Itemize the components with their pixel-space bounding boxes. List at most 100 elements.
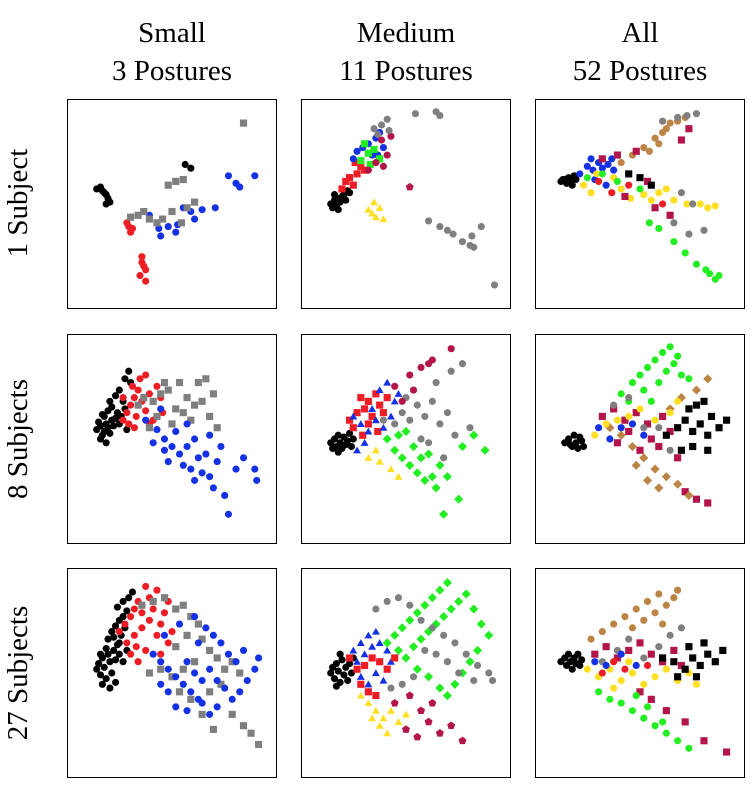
data-point-blue-circle: [595, 424, 603, 432]
data-point-black-circle: [106, 684, 114, 692]
data-point-gray-square: [221, 665, 229, 673]
data-point-tan-diamond: [703, 374, 713, 384]
data-point-crimson-pentagon: [447, 721, 456, 730]
data-point-red-square: [338, 185, 346, 193]
data-point-black-circle: [115, 650, 123, 658]
data-point-crimson-square: [598, 412, 606, 420]
data-point-tan-diamond: [676, 393, 686, 403]
data-point-blue-triangle: [360, 439, 369, 446]
data-point-yellow-triangle: [375, 457, 384, 465]
data-point-tan-circle: [628, 624, 637, 632]
scatter-panel-small-27: [67, 568, 277, 778]
data-point-green-diamond: [454, 596, 464, 607]
data-point-black-circle: [111, 622, 120, 630]
data-point-blue-circle: [157, 405, 165, 413]
data-point-posture-3-circle: [191, 215, 199, 223]
data-point-blue-circle: [217, 639, 225, 647]
data-point-posture-1-outlier-circle: [187, 164, 195, 172]
data-point-crimson-square: [598, 155, 606, 163]
data-point-crimson-pentagon: [417, 706, 426, 715]
data-point-blue-circle: [353, 147, 361, 155]
data-point-black-circle: [332, 682, 340, 690]
data-point-black-circle: [96, 671, 105, 679]
data-point-green-circle: [617, 699, 625, 707]
data-point-green-square: [357, 157, 365, 165]
data-point-blue-triangle: [353, 657, 362, 665]
data-point-green-circle: [617, 390, 625, 398]
data-point-black-circle: [104, 424, 112, 432]
data-point-yellow-triangle: [394, 472, 403, 480]
data-point-black-circle: [102, 439, 110, 447]
data-point-green-circle: [685, 375, 693, 383]
data-point-blue-circle: [349, 155, 357, 163]
data-point-green-circle: [692, 260, 701, 268]
column-title-small: Small 3 Postures: [72, 14, 272, 90]
data-point-blue-circle: [228, 695, 236, 703]
data-point-green-circle: [655, 224, 663, 233]
data-point-green-circle: [636, 371, 644, 379]
data-point-green-diamond: [480, 445, 490, 455]
data-point-black-circle: [104, 650, 112, 658]
data-point-black-circle: [96, 650, 105, 658]
data-point-red-square: [353, 170, 361, 178]
data-point-yellow-circle: [628, 669, 637, 677]
data-point-crimson-square: [677, 136, 685, 144]
data-point-crimson-pentagon: [428, 698, 437, 707]
row-title-1-subject: 1 Subject: [2, 148, 34, 258]
data-point-gray-square: [153, 412, 161, 420]
data-point-gray-square: [202, 375, 210, 383]
data-point-gray-square: [134, 401, 142, 409]
data-point-red-circle: [142, 582, 150, 590]
data-point-blacksq-square: [689, 654, 697, 662]
data-point-yellow-triangle: [375, 721, 384, 729]
data-point-crimson-square: [625, 427, 633, 436]
data-point-tan-diamond: [654, 483, 664, 493]
data-point-crimson-square: [723, 748, 731, 756]
data-point-green-circle: [651, 722, 659, 730]
data-point-black-circle: [108, 669, 116, 677]
row-title-8-subjects: 8 Subjects: [2, 378, 34, 500]
data-point-blue-circle: [232, 658, 240, 666]
data-point-green-diamond: [416, 453, 426, 463]
data-point-gray-square: [239, 722, 248, 730]
data-point-tan-circle: [651, 609, 659, 617]
data-point-yellow-circle: [696, 200, 704, 208]
data-point-gray-square: [206, 688, 214, 696]
data-point-black-circle: [572, 175, 580, 184]
data-point-red-square: [364, 397, 372, 405]
data-point-tan-diamond: [605, 423, 615, 433]
data-point-blue-triangle: [375, 386, 384, 394]
data-point-blue-circle: [179, 461, 187, 469]
data-point-green-circle: [595, 688, 603, 696]
data-point-blacksq-square: [707, 412, 716, 420]
data-point-posture-3-gray-square: [134, 211, 142, 219]
data-point-blue-triangle: [364, 427, 373, 435]
data-point-gray-circle: [666, 446, 674, 454]
data-point-red-square: [361, 661, 369, 670]
data-point-red-square: [364, 688, 372, 696]
data-point-gray-square: [168, 673, 176, 681]
data-point-crimson-circle: [428, 356, 436, 364]
data-point-blue-circle: [213, 458, 221, 466]
data-point-tan-diamond: [639, 453, 649, 463]
data-point-green-diamond: [408, 441, 419, 452]
data-point-blue-circle: [598, 164, 606, 172]
data-point-gray-circle: [391, 420, 399, 428]
data-point-yellow-triangle: [379, 215, 388, 223]
data-point-blue-triangle: [371, 416, 380, 424]
data-point-crimson-square: [602, 643, 610, 651]
data-point-gray-square: [172, 643, 180, 651]
data-point-crimson-square: [610, 405, 618, 413]
data-point-black-circle: [347, 442, 355, 451]
data-point-posture-3-circle: [224, 172, 233, 180]
data-point-black-circle: [344, 437, 352, 445]
data-point-red-square: [359, 431, 367, 439]
data-point-green-circle: [715, 271, 723, 280]
data-point-gray-circle: [409, 673, 418, 681]
data-point-blue-circle: [175, 620, 184, 628]
data-point-black-circle: [345, 660, 354, 668]
data-point-green-diamond: [412, 468, 422, 478]
data-point-blue-triangle: [379, 423, 388, 431]
data-point-green-diamond: [424, 672, 434, 682]
data-point-red-circle: [130, 631, 138, 639]
